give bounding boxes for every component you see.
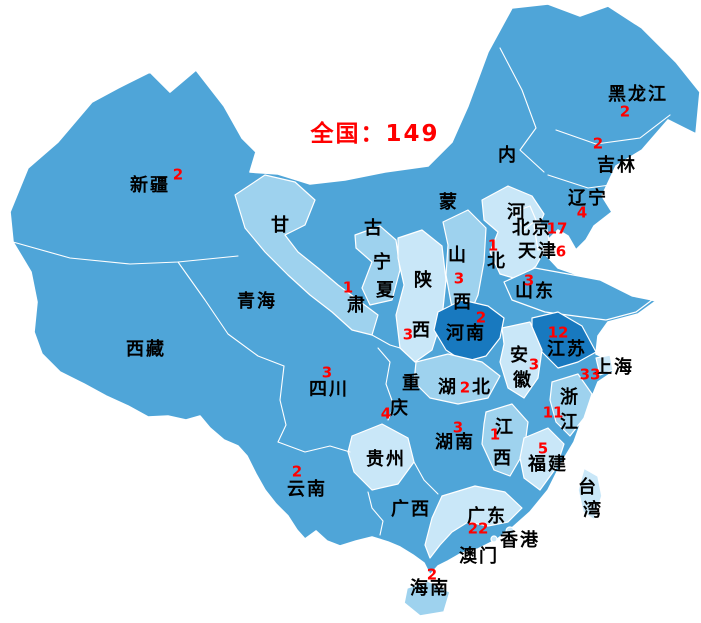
province-shape-fujian[interactable]	[519, 427, 565, 491]
province-shape-anhui[interactable]	[499, 321, 543, 399]
province-shape-beijing[interactable]	[513, 205, 537, 231]
province-borders	[12, 47, 671, 536]
province-shape-hongkong[interactable]	[505, 526, 515, 536]
province-shape-ningxia[interactable]	[354, 225, 401, 306]
province-shape-jiangxi[interactable]	[481, 403, 529, 477]
province-shape-zhejiang[interactable]	[549, 373, 593, 437]
province-shape-guizhou[interactable]	[347, 423, 415, 491]
province-shape-shanghai[interactable]	[595, 354, 614, 376]
province-shape-shaanxi[interactable]	[395, 229, 447, 363]
province-shape-tianjin[interactable]	[533, 223, 551, 251]
province-shape-hainan[interactable]	[403, 580, 451, 617]
province-shape-gansu[interactable]	[234, 174, 379, 336]
province-shape-henan[interactable]	[433, 299, 505, 363]
province-shape-macau[interactable]	[490, 535, 498, 543]
province-shape-hubei[interactable]	[413, 353, 501, 405]
province-shape-shandong[interactable]	[503, 267, 653, 321]
province-shape-taiwan[interactable]	[577, 467, 603, 521]
province-shape-guangdong[interactable]	[424, 485, 523, 559]
